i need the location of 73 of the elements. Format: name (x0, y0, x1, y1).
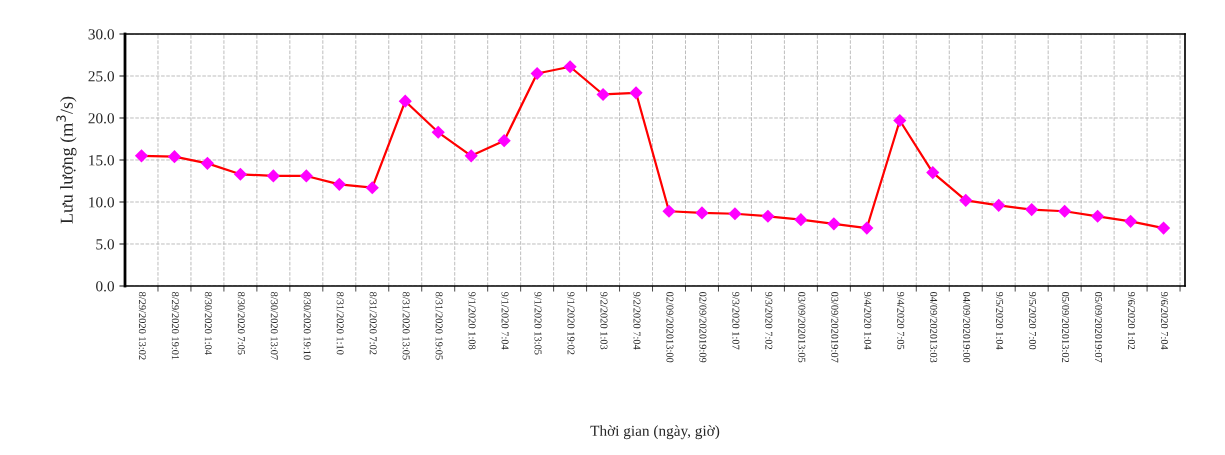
x-tick-label: 9/2/2020 7:04 (633, 291, 641, 350)
point (926, 166, 940, 180)
x-tick-label: 04/09/202013:03 (930, 291, 938, 363)
x-tick-label: 9/6/2020 1:02 (1127, 291, 1136, 350)
x-tick-label: 9/2/2020 1:03 (600, 291, 608, 350)
point (332, 177, 346, 191)
x-tick-label: 9/1/2020 19:02 (567, 291, 575, 355)
y-tick-label: 30.0 (88, 29, 114, 40)
point (431, 125, 445, 139)
x-tick-label: 05/09/202013:02 (1062, 291, 1070, 363)
x-tick-label: 9/6/2020 7:04 (1160, 291, 1168, 350)
point (596, 87, 610, 102)
x-tick-label: 8/29/2020 13:02 (138, 291, 146, 360)
x-tick-label: 9/4/2020 1:04 (864, 291, 872, 350)
x-tick-label: 02/09/202019:09 (699, 291, 707, 363)
point (695, 206, 709, 220)
point (794, 213, 808, 227)
point (662, 204, 676, 218)
y-tick-label: 5.0 (96, 239, 114, 250)
point (497, 134, 511, 148)
point (1091, 209, 1105, 223)
x-tick-label: 8/31/2020 7:02 (369, 291, 377, 355)
x-tick-label: 9/3/2020 1:07 (732, 291, 740, 350)
point (233, 167, 247, 181)
x-axis-title: Thời gian (ngày, giờ) (590, 425, 720, 440)
y-axis-title: Lưu lượng (m$^{3}$/s) (56, 96, 77, 224)
x-tick-label: 9/1/2020 7:04 (501, 291, 509, 350)
x-tick-label: 8/30/2020 13:07 (270, 291, 278, 360)
point (299, 169, 313, 183)
x-tick-label: 8/30/2020 19:10 (303, 291, 311, 360)
x-tick-label: 8/31/2020 13:05 (402, 291, 410, 360)
point (1124, 214, 1138, 228)
x-tick-label: 02/09/202013:00 (666, 291, 674, 363)
x-tick-label: 9/1/2020 1:08 (468, 291, 476, 350)
y-tick-label: 10.0 (89, 197, 114, 208)
x-tick-label: 03/09/202019:07 (831, 291, 839, 363)
point (893, 113, 907, 128)
point (959, 193, 973, 207)
point (563, 60, 577, 74)
point (530, 66, 544, 81)
point (827, 217, 841, 231)
point (167, 150, 182, 164)
point (1025, 202, 1039, 217)
point (629, 86, 643, 100)
x-tick-label: 05/09/202019:07 (1094, 291, 1103, 363)
point (761, 209, 775, 223)
x-tick-label: 9/5/2020 7:00 (1029, 291, 1037, 350)
y-tick-label: 15.0 (89, 155, 114, 166)
point (1058, 204, 1072, 218)
point (464, 149, 478, 163)
x-tick-label: 9/1/2020 13:05 (534, 291, 542, 355)
point (365, 181, 379, 195)
x-tick-label: 8/30/2020 1:04 (204, 291, 212, 355)
point (728, 207, 742, 221)
x-tick-label: 8/29/2020 19:01 (171, 291, 179, 360)
point (200, 156, 215, 170)
x-tick-label: 8/31/2020 19:05 (435, 291, 443, 360)
x-tick-label: 04/09/202019:00 (963, 291, 971, 363)
x-tick-label: 03/09/202013:05 (798, 291, 806, 363)
x-tick-label: 8/30/2020 7:05 (237, 291, 245, 355)
x-tick-label: 9/5/2020 1:04 (996, 291, 1004, 350)
point (134, 149, 149, 163)
y-tick-label: 20.0 (88, 113, 114, 124)
point (860, 221, 874, 235)
point (398, 94, 412, 108)
x-tick-label: 9/3/2020 7:02 (765, 291, 773, 350)
y-tick-label: 0.0 (96, 281, 114, 292)
point (1156, 221, 1171, 235)
x-tick-label: 9/4/2020 7:05 (897, 291, 905, 350)
point (266, 169, 280, 183)
point (992, 198, 1006, 212)
y-tick-label: 25.0 (88, 71, 114, 82)
x-tick-label: 8/31/2020 1:10 (336, 291, 344, 355)
